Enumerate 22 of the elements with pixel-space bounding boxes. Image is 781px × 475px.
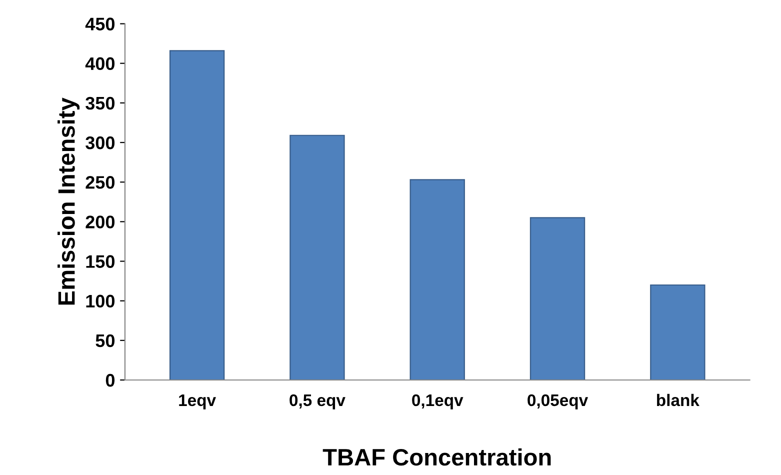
x-tick-label: 0,1eqv — [412, 394, 464, 410]
bar — [169, 50, 225, 380]
y-axis-title: Emission Intensity — [58, 98, 80, 305]
y-tick-label: 100 — [86, 294, 114, 308]
y-tick-label: 400 — [85, 57, 114, 70]
y-tick-label: 50 — [96, 334, 114, 348]
bar — [410, 179, 465, 380]
x-tick-label: 1eqv — [179, 394, 216, 410]
x-axis-title: TBAF Concentration — [322, 448, 551, 466]
bar — [530, 217, 586, 380]
y-tick-label: 250 — [86, 176, 114, 189]
y-tick-label: 150 — [86, 255, 114, 268]
y-tick-label: 450 — [85, 18, 114, 30]
y-tick-label: 200 — [86, 216, 114, 228]
bar — [290, 134, 345, 380]
y-tick-label: 300 — [86, 136, 114, 150]
bar — [650, 284, 706, 380]
x-tick-label: 0,05eqv — [528, 394, 588, 410]
y-tick-label: 350 — [86, 96, 114, 110]
x-tick-label: 0,5 eqv — [290, 394, 346, 410]
y-tick-label: 0 — [106, 374, 114, 387]
x-tick-label: blank — [657, 394, 700, 406]
